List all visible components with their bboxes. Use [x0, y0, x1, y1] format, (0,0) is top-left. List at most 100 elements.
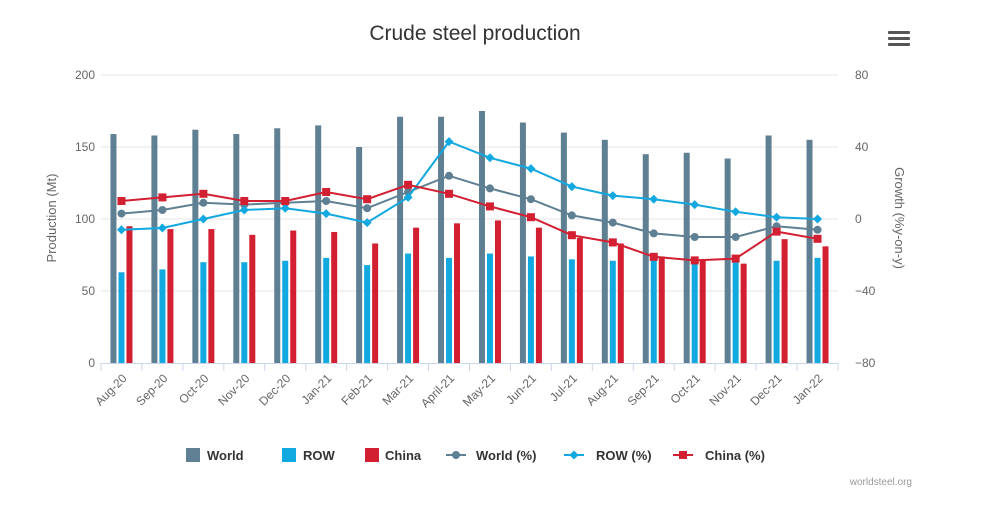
legend-item-world-label[interactable]: World	[207, 448, 244, 463]
bar-china	[535, 227, 542, 363]
legend-item-row-swatch	[282, 448, 296, 462]
point-china-	[158, 193, 167, 202]
bar-world	[397, 116, 404, 363]
bar-row	[118, 272, 125, 363]
bar-china	[740, 263, 747, 363]
bar-row	[650, 259, 657, 363]
x-tick-label: Mar-21	[379, 371, 416, 408]
bar-row	[773, 260, 780, 363]
bar-row	[241, 262, 248, 363]
y-tick-label-right: 80	[855, 68, 869, 82]
x-tick-label: Dec-20	[256, 371, 293, 408]
x-tick-label: Oct-20	[176, 371, 212, 407]
legend-item-world-swatch	[186, 448, 200, 462]
point-china-	[322, 188, 331, 196]
bar-china	[617, 243, 624, 363]
x-tick-label: Jun-21	[503, 371, 539, 407]
bar-row	[527, 256, 534, 363]
x-tick-label: Aug-21	[584, 371, 621, 408]
bar-world	[642, 154, 649, 363]
x-tick-label: Aug-20	[92, 371, 129, 408]
x-tick-label: Nov-20	[215, 371, 252, 408]
point-china-	[363, 195, 372, 204]
x-tick-label: Oct-21	[667, 371, 703, 407]
line-china-	[121, 183, 818, 262]
bar-china	[290, 230, 297, 363]
point-china-	[240, 197, 249, 205]
y-axis-left-label: Production (Mt)	[44, 174, 59, 263]
point-world-	[445, 171, 454, 180]
point-world-	[199, 198, 208, 207]
point-row-	[116, 225, 126, 235]
y-tick-label-right: −40	[855, 284, 876, 298]
y-axis-right-label: Growth (%y-on-y)	[892, 167, 907, 269]
point-china-	[813, 234, 822, 243]
legend: World ROW China World (%) ROW (%) China (%)	[186, 448, 765, 463]
point-row-	[444, 137, 454, 147]
legend-item-china-label[interactable]: China (%)	[705, 448, 765, 463]
bar-china	[249, 234, 256, 363]
bar-row	[405, 253, 412, 363]
y-tick-label-left: 150	[75, 140, 95, 154]
point-china-	[772, 227, 781, 236]
bar-world	[438, 116, 445, 363]
legend-item-world-label[interactable]: World (%)	[476, 448, 536, 463]
bar-world	[765, 135, 772, 363]
bar-china	[167, 229, 174, 363]
point-world-	[690, 233, 699, 241]
point-row-	[157, 223, 167, 233]
point-world-	[158, 206, 167, 214]
bar-row	[364, 265, 371, 363]
bar-china	[331, 231, 338, 363]
point-world-	[731, 233, 740, 241]
bar-world	[806, 139, 813, 363]
x-tick-label: Sep-20	[133, 371, 170, 408]
bar-world	[601, 139, 608, 363]
point-china-	[567, 231, 576, 240]
legend-item-row-label[interactable]: ROW (%)	[596, 448, 652, 463]
bar-row	[159, 269, 166, 363]
bar-world	[233, 134, 240, 363]
x-tick-label: Jan-22	[790, 371, 826, 407]
y-tick-label-left: 200	[75, 68, 95, 82]
y-tick-label-left: 100	[75, 212, 95, 226]
point-row-	[198, 214, 208, 224]
bar-china	[781, 239, 788, 363]
legend-item-china-label[interactable]: China	[385, 448, 422, 463]
point-row-	[731, 207, 741, 217]
point-china-	[445, 189, 454, 198]
bar-china	[494, 220, 501, 363]
point-china-	[731, 254, 740, 263]
bar-row	[200, 262, 207, 363]
bar-china	[372, 243, 379, 363]
y-tick-label-left: 50	[82, 284, 96, 298]
bar-row	[814, 257, 821, 363]
point-row-	[772, 212, 782, 222]
x-tick-label: April-21	[418, 371, 457, 410]
point-world-	[649, 229, 658, 238]
bar-world	[560, 132, 567, 363]
y-tick-label-right: 0	[855, 212, 862, 226]
bar-row	[732, 259, 739, 363]
line-row-	[121, 140, 818, 231]
credit-text[interactable]: worldsteel.org	[849, 477, 912, 488]
bar-row	[323, 257, 330, 363]
menu-icon[interactable]	[886, 28, 912, 50]
point-row-	[526, 164, 536, 174]
bar-china	[658, 256, 665, 363]
point-world-	[813, 225, 822, 234]
point-world-	[117, 209, 126, 218]
point-row-	[485, 153, 495, 163]
x-tick-label: May-21	[460, 371, 498, 409]
bar-world	[274, 128, 281, 363]
bar-world	[151, 135, 158, 363]
point-row-	[567, 182, 577, 192]
bar-world	[478, 111, 485, 363]
chart-title: Crude steel production	[369, 22, 580, 45]
point-row-	[321, 209, 331, 219]
point-row-	[280, 203, 290, 213]
legend-item-row-label[interactable]: ROW	[303, 448, 336, 463]
y-tick-label-right: 40	[855, 140, 869, 154]
point-row-	[362, 218, 372, 228]
